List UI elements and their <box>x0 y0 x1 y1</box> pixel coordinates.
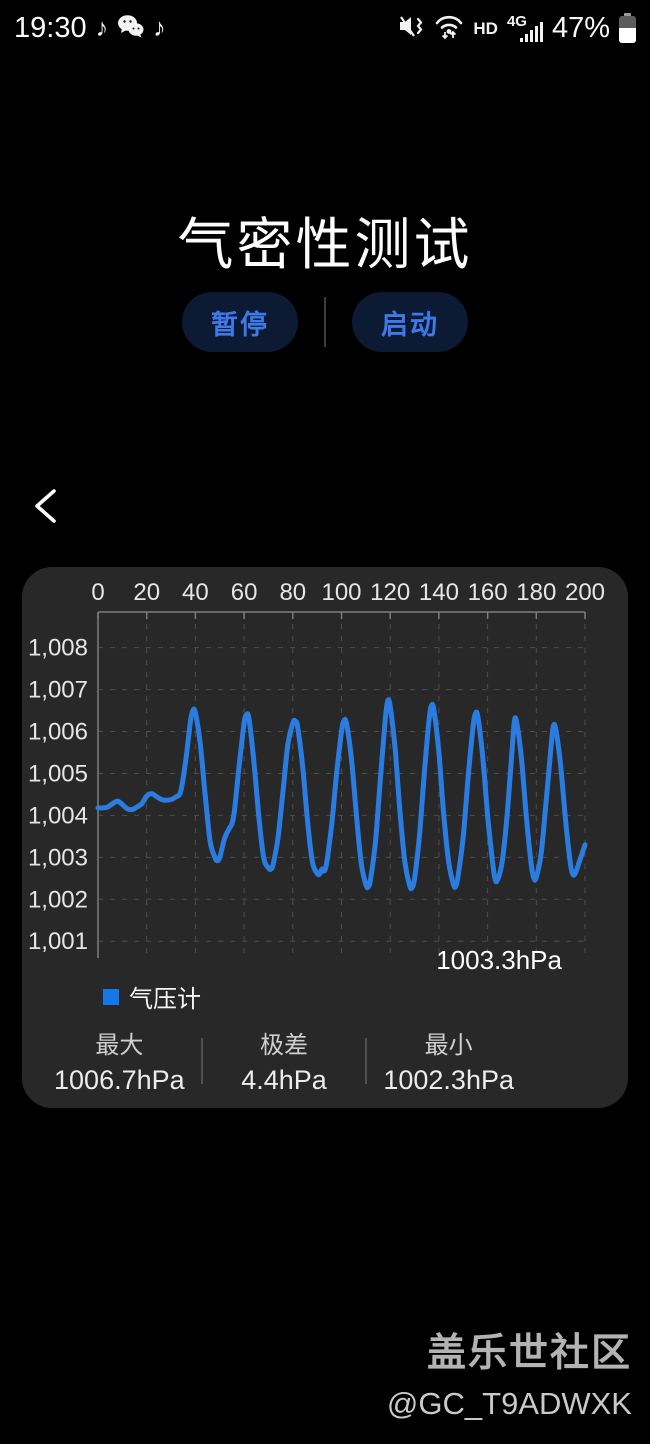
stat-divider <box>200 1037 203 1084</box>
stat-min: 最小 1002.3hPa <box>367 1025 530 1096</box>
svg-text:160: 160 <box>468 579 508 606</box>
svg-text:1,004: 1,004 <box>28 802 88 829</box>
signal-4g-icon: 4G <box>507 13 543 45</box>
hd-badge: HD <box>473 18 498 38</box>
stat-range-value: 4.4hPa <box>241 1065 327 1095</box>
status-bar: 19:30 ♪ ♪ <box>0 0 650 57</box>
chart-legend: 气压计 <box>103 979 201 1014</box>
stat-range: 极差 4.4hPa <box>203 1025 366 1096</box>
chevron-left-icon <box>35 489 56 523</box>
stat-range-label: 极差 <box>260 1032 308 1059</box>
svg-text:80: 80 <box>279 579 306 606</box>
battery-percent: 47% <box>551 12 610 44</box>
svg-text:40: 40 <box>182 579 209 606</box>
stat-divider <box>365 1037 368 1084</box>
network-type-label: 4G <box>506 12 527 30</box>
svg-text:140: 140 <box>419 579 459 606</box>
svg-text:1,005: 1,005 <box>28 760 88 787</box>
svg-text:1,007: 1,007 <box>28 677 88 704</box>
svg-text:60: 60 <box>231 579 258 606</box>
music-note-icon: ♪ <box>95 14 109 42</box>
clock: 19:30 <box>14 12 87 44</box>
start-button[interactable]: 启动 <box>352 292 468 352</box>
svg-text:100: 100 <box>321 579 361 606</box>
svg-text:200: 200 <box>565 579 605 606</box>
watermark-user-id: @GC_T9ADWXK <box>386 1386 632 1421</box>
watermark: 盖乐世社区 @GC_T9ADWXK <box>387 1322 632 1422</box>
stat-max-label: 最大 <box>95 1032 144 1059</box>
svg-text:20: 20 <box>133 579 160 606</box>
stats-row: 最大 1006.7hPa 极差 4.4hPa 最小 1002.3hPa <box>38 1025 530 1096</box>
page-title: 气密性测试 <box>177 213 473 276</box>
stat-min-label: 最小 <box>424 1032 473 1059</box>
svg-text:1,001: 1,001 <box>28 928 88 955</box>
pressure-chart: 0 20 40 60 80 100 120 140 160 180 200 1,001 1,002 1,0… <box>28 579 605 958</box>
svg-text:120: 120 <box>370 579 410 606</box>
mute-vibrate-icon <box>398 13 425 44</box>
stat-max: 最大 1006.7hPa <box>38 1025 201 1096</box>
svg-text:1,002: 1,002 <box>28 886 88 913</box>
status-bar-right: HD 4G 47% <box>398 12 636 45</box>
svg-text:1,003: 1,003 <box>28 844 88 871</box>
watermark-community: 盖乐世社区 <box>426 1332 632 1375</box>
svg-text:180: 180 <box>516 579 556 606</box>
current-pressure-value: 1003.3hPa <box>436 945 562 975</box>
button-divider <box>324 297 326 347</box>
svg-text:1,006: 1,006 <box>28 719 88 746</box>
barometer-chart-card: 0 20 40 60 80 100 120 140 160 180 200 1,001 1,002 1,0… <box>22 567 628 1108</box>
status-bar-left: 19:30 ♪ ♪ <box>14 12 166 45</box>
legend-label: 气压计 <box>129 986 201 1013</box>
test-controls: 暂停 启动 <box>0 292 650 352</box>
battery-icon <box>619 13 636 44</box>
pause-button[interactable]: 暂停 <box>182 292 298 352</box>
stat-min-value: 1002.3hPa <box>383 1065 514 1095</box>
svg-text:1,008: 1,008 <box>28 635 88 662</box>
wechat-icon <box>117 14 144 43</box>
legend-swatch-icon <box>103 988 119 1005</box>
back-button[interactable] <box>28 484 68 528</box>
signal-bars <box>519 21 543 42</box>
svg-text:0: 0 <box>91 579 104 606</box>
music-note-icon: ♪ <box>153 14 166 42</box>
wifi-icon <box>434 12 464 45</box>
stat-max-value: 1006.7hPa <box>54 1065 185 1095</box>
